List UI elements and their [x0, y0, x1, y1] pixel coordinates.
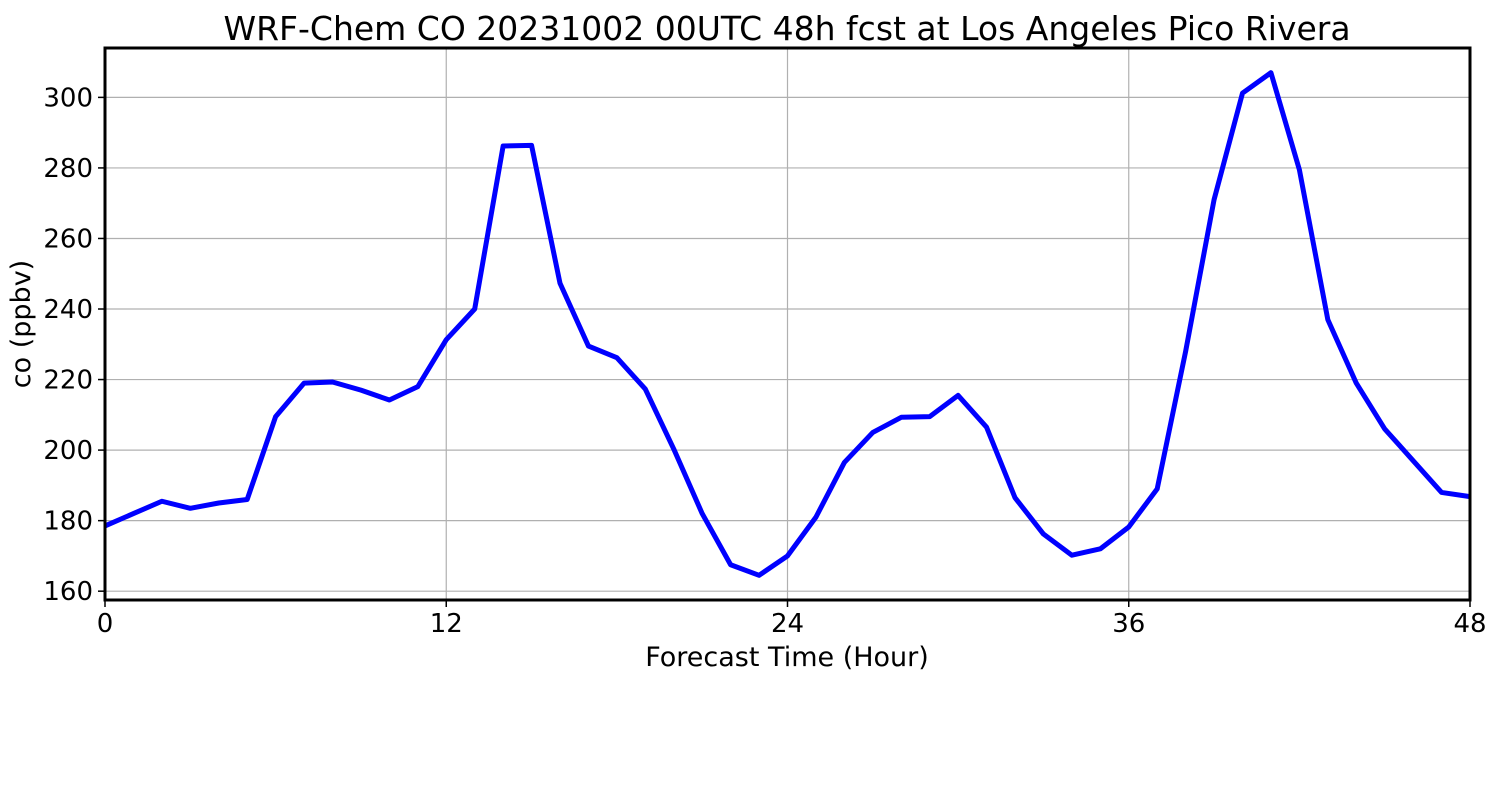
y-axis-ticks: 160 180 200 220 240 260 280 300 — [43, 83, 105, 607]
x-axis-ticks: 0 12 24 36 48 — [97, 600, 1487, 639]
x-axis-label: Forecast Time (Hour) — [645, 642, 929, 673]
chart-title: WRF-Chem CO 20231002 00UTC 48h fcst at L… — [223, 9, 1350, 48]
y-axis-label: co (ppbv) — [6, 260, 37, 388]
y-tick-label: 280 — [43, 154, 93, 184]
y-tick-label: 180 — [43, 507, 93, 537]
x-tick-label: 48 — [1453, 609, 1486, 639]
x-tick-label: 36 — [1112, 609, 1145, 639]
y-tick-label: 240 — [43, 295, 93, 325]
y-tick-label: 200 — [43, 436, 93, 466]
y-tick-label: 260 — [43, 224, 93, 254]
series-layer — [104, 70, 1471, 578]
co-series-line — [104, 70, 1471, 578]
x-tick-label: 0 — [97, 609, 114, 639]
y-tick-label: 300 — [43, 83, 93, 113]
x-tick-label: 24 — [771, 609, 804, 639]
grid-lines — [104, 48, 1471, 600]
y-tick-label: 160 — [43, 577, 93, 607]
x-tick-label: 12 — [430, 609, 463, 639]
y-tick-label: 220 — [43, 366, 93, 396]
